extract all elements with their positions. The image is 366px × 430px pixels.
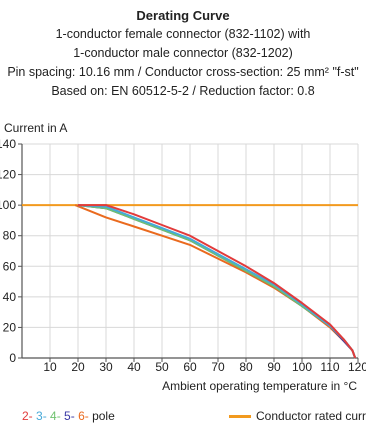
x-axis-label: Ambient operating temperature in °C [162,379,357,393]
rated-current-swatch [229,414,251,418]
legend-pole-5: 5- [64,409,75,423]
x-tick-label-20: 20 [71,360,85,374]
x-tick-label-120: 120 [348,360,366,374]
y-tick-label-120: 120 [0,168,16,182]
y-tick-label-60: 60 [3,259,17,273]
series-line-pole-6 [74,204,357,359]
series-line-pole-3 [77,204,357,359]
x-tick-label-110: 110 [320,360,339,374]
x-tick-label-40: 40 [127,360,141,374]
legend-pole-4: 4- [50,409,61,423]
series-line-pole-4 [77,204,357,359]
series-line-pole-5 [77,204,357,359]
legend-pole-3: 3- [36,409,47,423]
y-tick-label-80: 80 [3,229,17,243]
x-tick-label-80: 80 [239,360,253,374]
legend-pole-2: 2- [22,409,33,423]
legend-poles: 2- 3- 4- 5- 6- pole [22,409,115,423]
y-tick-label-0: 0 [9,351,16,365]
subtitle-line-2: 1-conductor male connector (832-1202) [73,46,293,60]
chart-title: Derating Curve [136,8,230,23]
x-tick-label-10: 10 [43,360,57,374]
title-block: Derating Curve 1-conductor female connec… [0,6,366,101]
rated-current-label: Conductor rated current [256,409,366,423]
y-tick-label-100: 100 [0,198,16,212]
subtitle-line-3: Pin spacing: 10.16 mm / Conductor cross-… [7,65,359,79]
x-tick-label-100: 100 [292,360,312,374]
subtitle-line-1: 1-conductor female connector (832-1102) … [55,27,311,41]
x-tick-label-30: 30 [99,360,113,374]
x-tick-label-50: 50 [155,360,169,374]
x-tick-label-90: 90 [267,360,281,374]
y-tick-label-20: 20 [3,320,17,334]
y-tick-label-40: 40 [3,290,17,304]
legend-rated-current: Conductor rated current [229,409,366,423]
x-tick-label-60: 60 [183,360,197,374]
series-line-pole-2 [78,204,357,359]
legend-pole-suffix: pole [92,409,115,423]
legend-pole-6: 6- [78,409,89,423]
subtitle-line-4: Based on: EN 60512-5-2 / Reduction facto… [51,84,315,98]
y-axis-label: Current in A [4,121,67,135]
y-tick-label-140: 140 [0,137,16,151]
x-tick-label-70: 70 [211,360,225,374]
